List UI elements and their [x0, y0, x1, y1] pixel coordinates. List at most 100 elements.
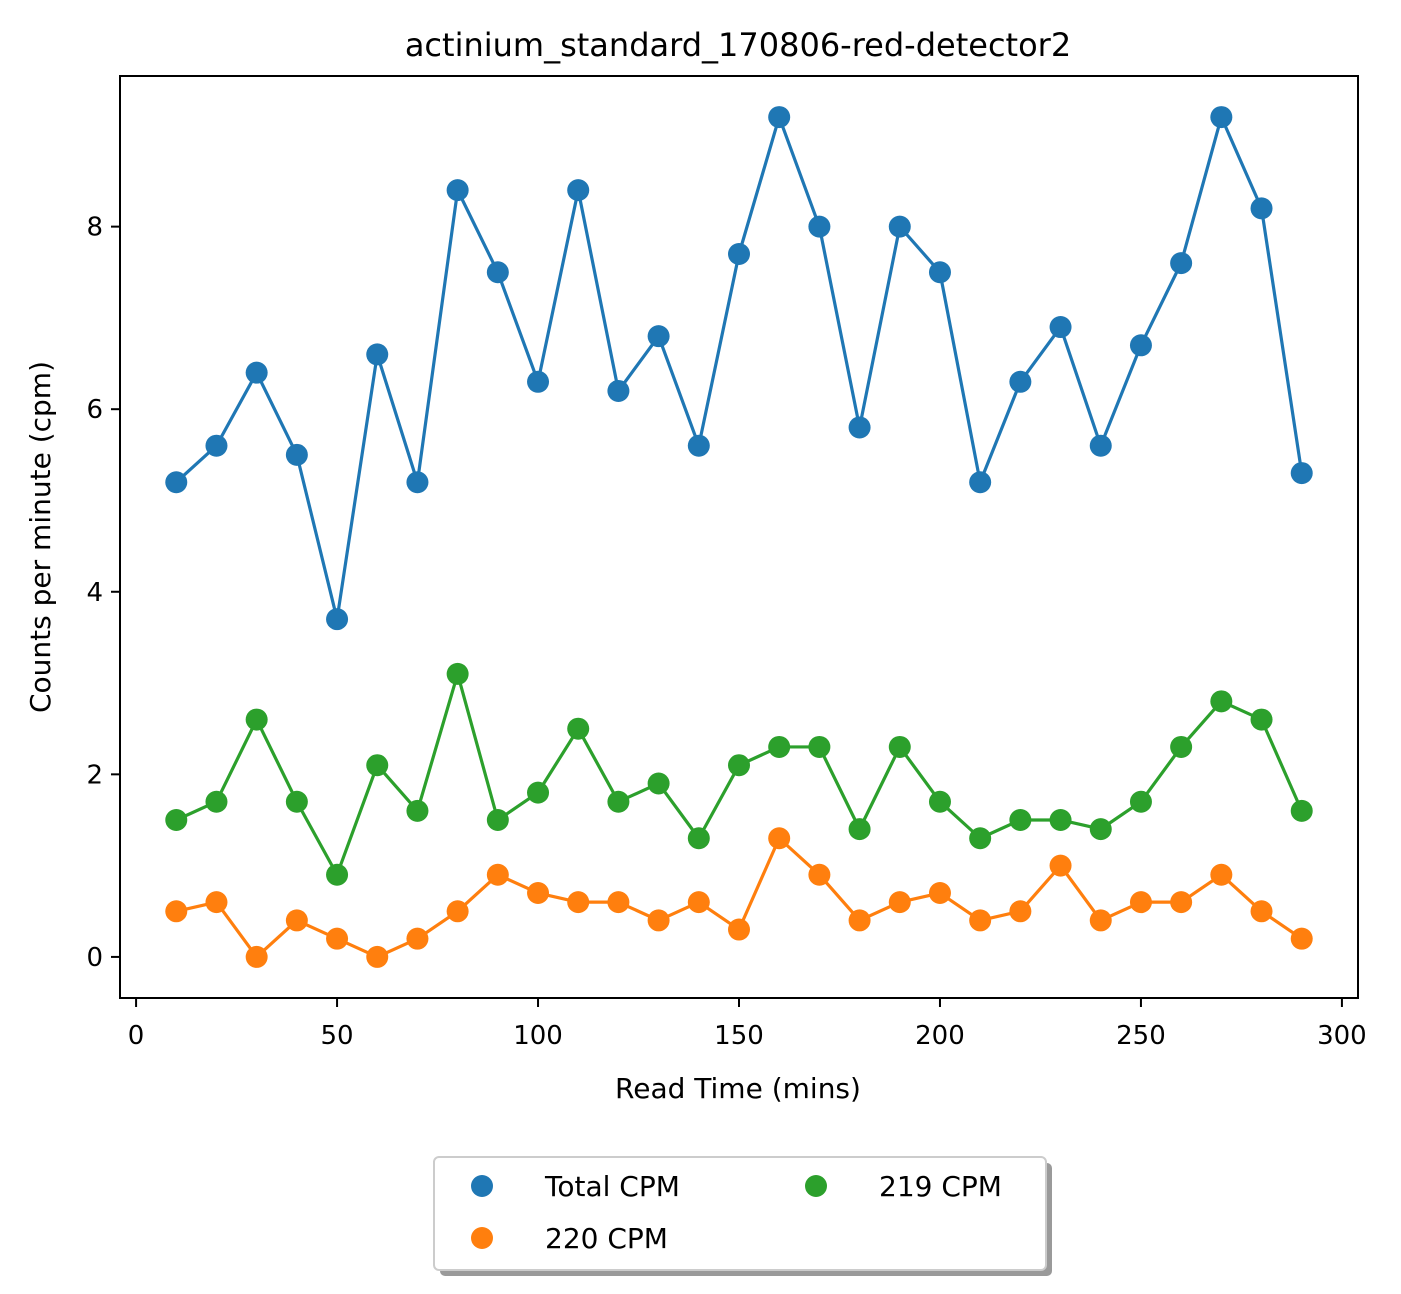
y-tick-label: 8 — [86, 213, 103, 243]
data-point-219-cpm — [406, 799, 429, 822]
data-point-220-cpm — [1089, 909, 1112, 932]
data-point-220-cpm — [165, 900, 188, 923]
data-point-220-cpm — [1170, 891, 1193, 914]
data-point-220-cpm — [969, 909, 992, 932]
data-point-219-cpm — [1049, 808, 1072, 831]
y-tick-label: 0 — [86, 943, 103, 973]
data-point-220-cpm — [406, 927, 429, 950]
data-point-total-cpm — [1250, 197, 1273, 220]
data-point-219-cpm — [687, 827, 710, 850]
data-point-total-cpm — [647, 325, 670, 348]
x-axis-label: Read Time (mins) — [615, 1072, 861, 1105]
data-point-total-cpm — [567, 179, 590, 202]
data-point-total-cpm — [969, 471, 992, 494]
data-point-total-cpm — [1129, 334, 1152, 357]
data-point-219-cpm — [446, 662, 469, 685]
data-point-total-cpm — [1170, 252, 1193, 275]
series-total-cpm — [165, 106, 1313, 631]
data-point-220-cpm — [607, 891, 630, 914]
y-axis-ticks: 0 2 4 6 8 — [86, 213, 120, 973]
data-point-220-cpm — [728, 918, 750, 941]
data-point-220-cpm — [647, 909, 670, 932]
data-point-220-cpm — [245, 945, 268, 968]
data-point-total-cpm — [848, 416, 871, 439]
data-point-219-cpm — [1129, 790, 1152, 813]
data-point-220-cpm — [1009, 900, 1032, 923]
data-point-219-cpm — [326, 863, 349, 886]
data-point-total-cpm — [728, 243, 750, 266]
plot-frame — [119, 75, 1359, 999]
x-tick-label: 100 — [513, 1021, 563, 1051]
data-point-219-cpm — [1170, 735, 1193, 758]
data-point-220-cpm — [1290, 927, 1313, 950]
data-point-219-cpm — [848, 818, 871, 841]
data-point-total-cpm — [1089, 434, 1112, 457]
data-point-220-cpm — [848, 909, 871, 932]
chart-title: actinium_standard_170806-red-detector2 — [405, 26, 1071, 64]
data-point-219-cpm — [808, 735, 831, 758]
data-point-220-cpm — [285, 909, 308, 932]
data-point-220-cpm — [1250, 900, 1273, 923]
x-tick-label: 50 — [321, 1021, 354, 1051]
data-point-219-cpm — [928, 790, 951, 813]
data-point-220-cpm — [768, 827, 791, 850]
data-point-total-cpm — [486, 261, 509, 284]
x-tick-label: 300 — [1317, 1021, 1367, 1051]
y-tick-label: 2 — [86, 760, 103, 790]
data-point-220-cpm — [366, 945, 389, 968]
legend-marker-220-cpm — [471, 1227, 493, 1249]
data-point-220-cpm — [1049, 854, 1072, 877]
data-point-219-cpm — [728, 754, 750, 777]
data-point-219-cpm — [165, 808, 188, 831]
x-axis-ticks: 0 50 100 150 200 250 300 — [128, 998, 1367, 1051]
legend-marker-total-cpm — [471, 1175, 493, 1197]
data-point-total-cpm — [245, 361, 268, 384]
data-point-total-cpm — [607, 379, 630, 402]
legend-label-220-cpm: 220 CPM — [545, 1222, 668, 1255]
x-tick-label: 200 — [915, 1021, 965, 1051]
data-point-220-cpm — [205, 891, 228, 914]
data-point-220-cpm — [486, 863, 509, 886]
data-point-220-cpm — [567, 891, 590, 914]
data-point-220-cpm — [446, 900, 469, 923]
y-tick-label: 6 — [86, 395, 103, 425]
data-point-total-cpm — [1210, 106, 1233, 129]
legend-label-total-cpm: Total CPM — [544, 1170, 680, 1203]
data-point-total-cpm — [446, 179, 469, 202]
data-point-219-cpm — [245, 708, 268, 731]
legend-label-219-cpm: 219 CPM — [879, 1170, 1002, 1203]
data-point-total-cpm — [808, 215, 831, 238]
data-point-220-cpm — [1210, 863, 1233, 886]
data-point-total-cpm — [165, 471, 188, 494]
data-point-219-cpm — [1250, 708, 1273, 731]
data-point-total-cpm — [366, 343, 389, 366]
data-point-total-cpm — [768, 106, 791, 129]
data-point-220-cpm — [808, 863, 831, 886]
data-point-219-cpm — [567, 717, 590, 740]
data-point-total-cpm — [687, 434, 710, 457]
x-tick-label: 250 — [1116, 1021, 1166, 1051]
data-point-219-cpm — [969, 827, 992, 850]
data-point-220-cpm — [326, 927, 349, 950]
data-point-219-cpm — [285, 790, 308, 813]
series-layer — [165, 106, 1313, 968]
data-point-total-cpm — [928, 261, 951, 284]
data-point-220-cpm — [687, 891, 710, 914]
x-tick-label: 150 — [714, 1021, 764, 1051]
y-axis-label: Counts per minute (cpm) — [24, 361, 57, 713]
data-point-219-cpm — [647, 772, 670, 795]
data-point-219-cpm — [1210, 690, 1233, 713]
data-point-total-cpm — [326, 608, 349, 631]
data-point-219-cpm — [527, 781, 550, 804]
legend-box — [433, 1156, 1047, 1271]
legend: Total CPM 220 CPM 219 CPM — [433, 1156, 1052, 1276]
data-point-total-cpm — [205, 434, 228, 457]
data-point-total-cpm — [1009, 370, 1032, 393]
data-point-219-cpm — [607, 790, 630, 813]
data-point-total-cpm — [406, 471, 429, 494]
data-point-220-cpm — [888, 891, 911, 914]
data-point-219-cpm — [768, 735, 791, 758]
data-point-220-cpm — [527, 882, 550, 905]
data-point-219-cpm — [1290, 799, 1313, 822]
